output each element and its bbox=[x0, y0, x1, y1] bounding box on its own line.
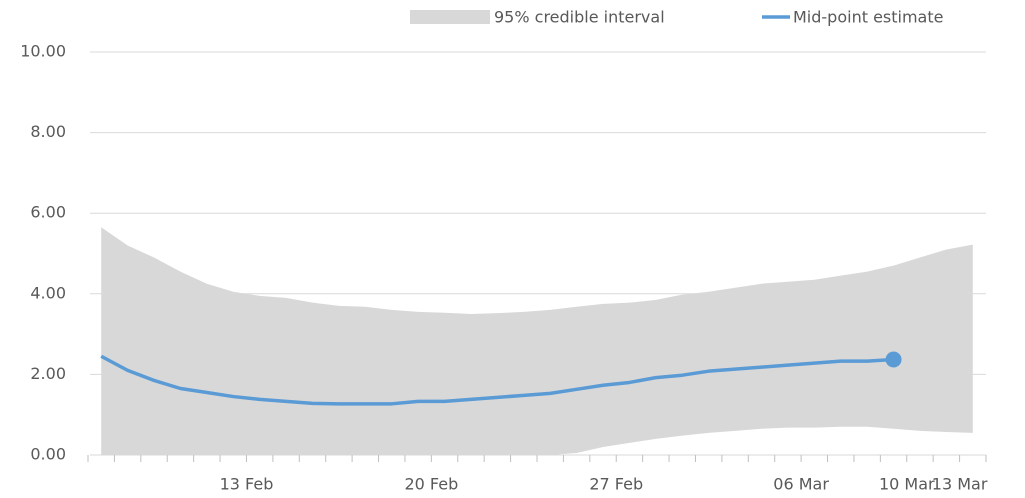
x-tick-label: 13 Feb bbox=[220, 475, 274, 494]
y-tick-label: 6.00 bbox=[30, 203, 66, 222]
y-tick-label: 10.00 bbox=[20, 42, 66, 61]
x-tick-label: 27 Feb bbox=[589, 475, 643, 494]
legend-label: 95% credible interval bbox=[494, 8, 665, 27]
x-tick-label: 20 Feb bbox=[404, 475, 458, 494]
legend-label: Mid-point estimate bbox=[793, 8, 943, 27]
midpoint-line bbox=[100, 354, 894, 406]
legend-swatch bbox=[410, 10, 490, 24]
y-tick-label: 2.00 bbox=[30, 364, 66, 383]
y-tick-label: 0.00 bbox=[30, 445, 66, 464]
x-tick-label: 06 Mar bbox=[773, 475, 829, 494]
y-tick-label: 4.00 bbox=[30, 283, 66, 302]
endpoint-marker bbox=[885, 351, 902, 368]
y-tick-label: 8.00 bbox=[30, 122, 66, 141]
x-tick-label: 10 Mar bbox=[879, 475, 935, 494]
credible-band bbox=[101, 227, 973, 455]
x-tick-label: 13 Mar bbox=[932, 475, 988, 494]
